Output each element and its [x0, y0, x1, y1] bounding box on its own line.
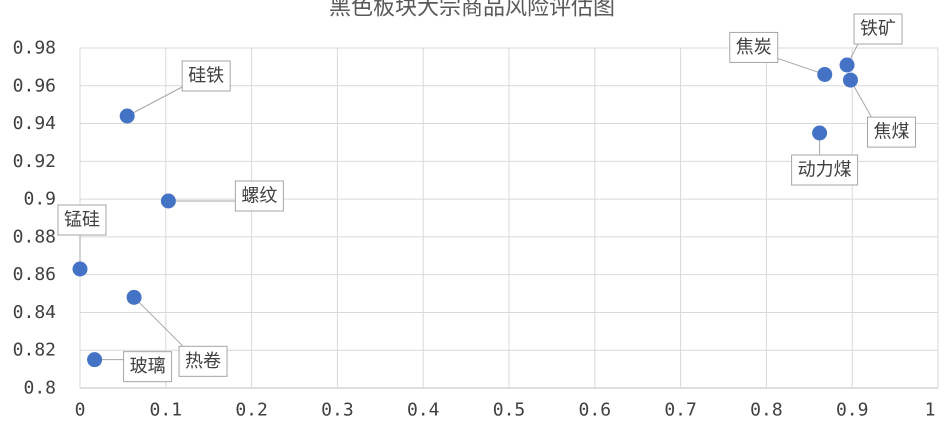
data-points [72, 57, 858, 368]
y-tick-label: 0.9 [23, 189, 56, 210]
data-label-box [123, 351, 173, 383]
data-label: 热卷 [185, 351, 221, 372]
x-tick-label: 0.6 [579, 400, 612, 421]
grid [79, 47, 939, 389]
y-tick-label: 0.88 [13, 226, 56, 247]
x-tick-label: 0.4 [407, 400, 440, 421]
y-tick-label: 0.98 [13, 38, 56, 59]
data-label: 硅铁 [188, 66, 224, 87]
data-label-box [57, 204, 107, 236]
y-tick-label: 0.82 [13, 340, 56, 361]
leader-line [133, 296, 184, 347]
x-tick-label: 0.5 [493, 400, 526, 421]
data-label: 螺纹 [241, 186, 277, 207]
leader-line [126, 86, 183, 117]
x-tick-label: 0 [75, 400, 86, 421]
y-tick-label: 0.96 [13, 75, 56, 96]
data-label: 锰硅 [64, 210, 100, 231]
data-label-box [178, 345, 228, 377]
data-label: 焦煤 [873, 122, 909, 143]
data-label: 铁矿 [860, 19, 896, 40]
data-point [817, 66, 833, 82]
x-tick-label: 0.1 [150, 400, 183, 421]
chart-title: 黑色板块大宗商品风险评估图 [329, 0, 615, 21]
data-label: 动力煤 [798, 160, 852, 181]
y-tick-label: 0.84 [13, 302, 56, 323]
data-point [839, 57, 855, 73]
data-label-box [791, 154, 859, 186]
data-point [119, 108, 135, 124]
x-tick-label: 0.7 [664, 400, 697, 421]
leader-line [777, 57, 825, 75]
x-tick-label: 0.3 [321, 400, 354, 421]
data-point [72, 261, 88, 277]
data-point [87, 352, 103, 368]
data-point [842, 72, 858, 88]
data-point [812, 125, 828, 141]
x-tick-label: 0.9 [836, 400, 869, 421]
data-label-box [181, 60, 231, 92]
y-tick-label: 0.92 [13, 151, 56, 172]
y-tick-label: 0.8 [23, 378, 56, 399]
x-tick-label: 0.2 [235, 400, 268, 421]
data-label-box [234, 180, 284, 212]
data-point [126, 289, 142, 305]
y-tick-label: 0.86 [13, 264, 56, 285]
data-label: 焦炭 [736, 37, 772, 58]
y-tick-label: 0.94 [13, 113, 56, 134]
data-label: 玻璃 [130, 356, 166, 377]
data-point [160, 193, 176, 209]
x-tick-label: 1 [925, 400, 936, 421]
data-label-box [729, 31, 779, 63]
x-tick-label: 0.8 [750, 400, 783, 421]
data-label-box [853, 13, 903, 45]
axis-labels: 0.80.820.840.860.880.90.920.940.960.980 0… [13, 38, 936, 421]
data-label-box [866, 116, 916, 148]
